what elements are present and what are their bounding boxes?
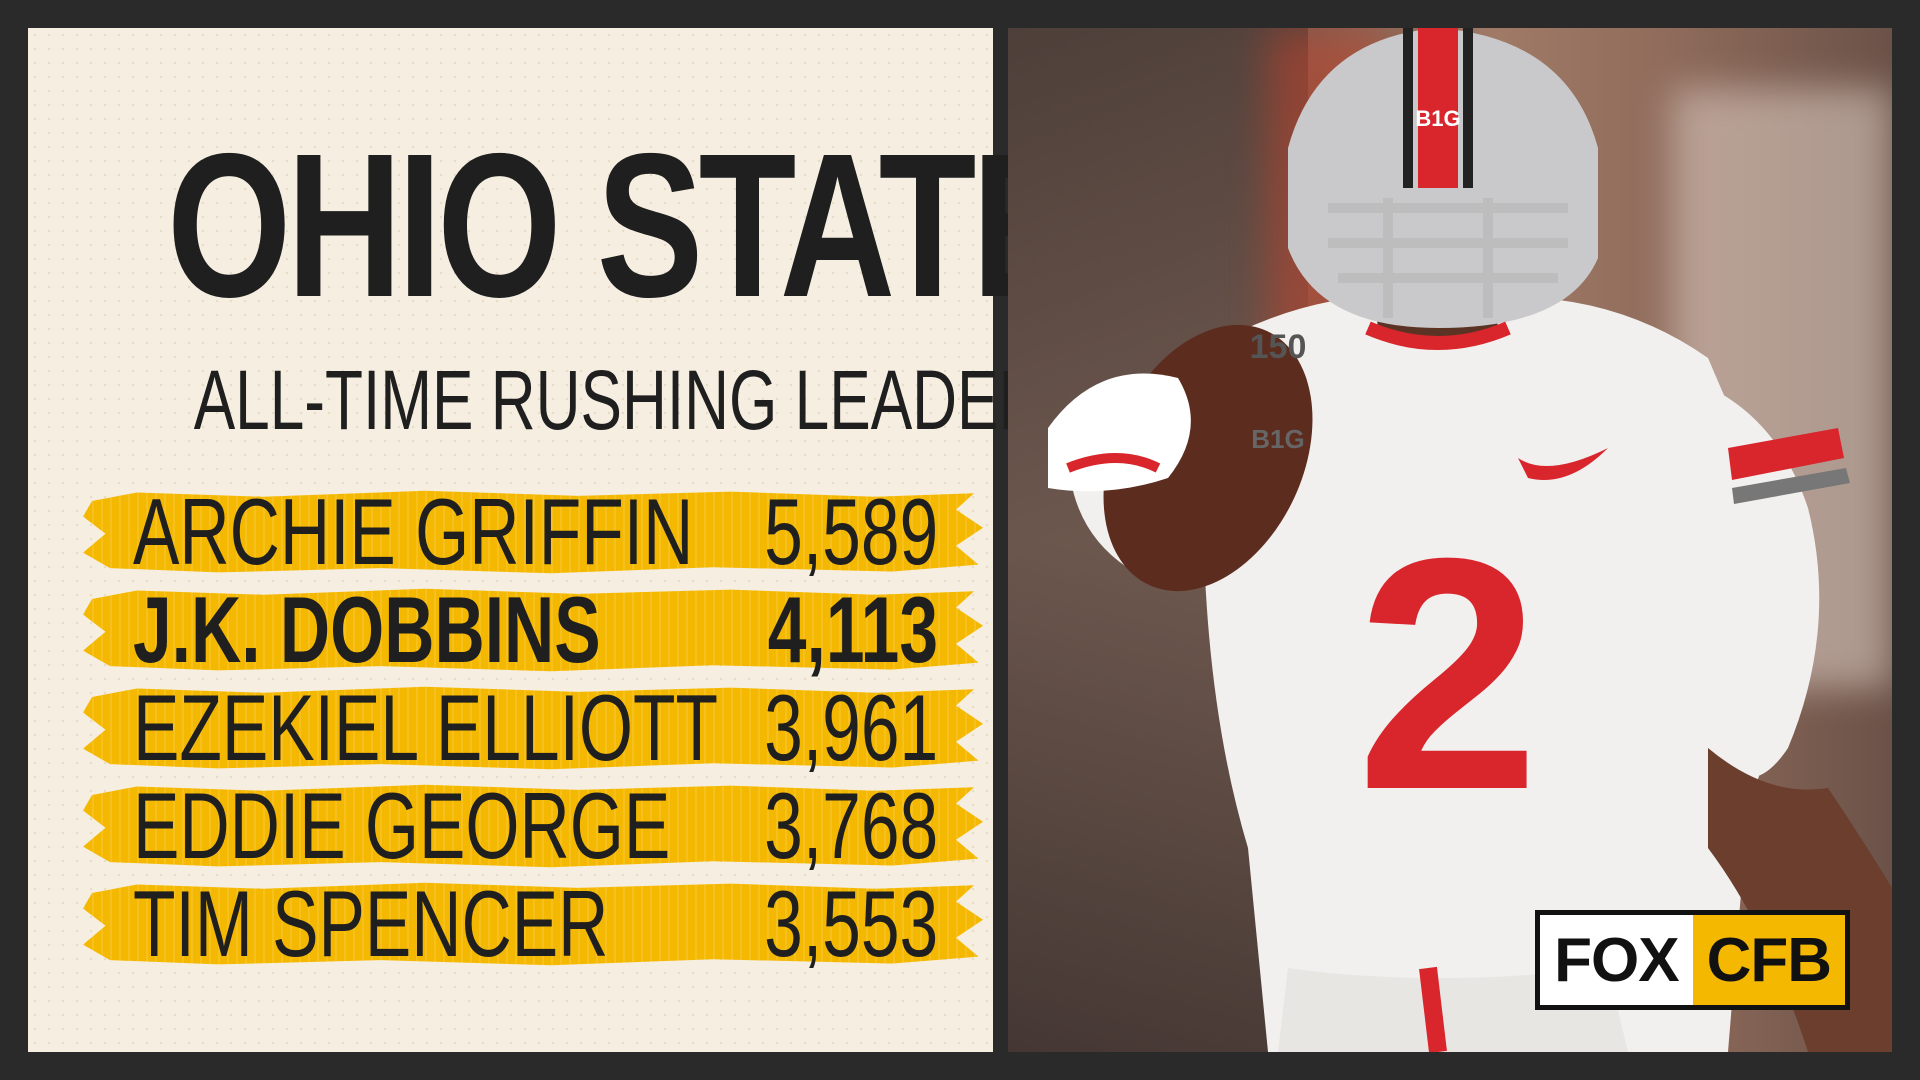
stats-panel: OHIO STATE ALL-TIME RUSHING LEADERS ARCH…: [28, 28, 1085, 1052]
page-subtitle: ALL-TIME RUSHING LEADERS: [193, 353, 1085, 447]
helmet-logo: B1G: [1415, 106, 1460, 131]
brush-highlight: [83, 588, 983, 672]
logo-cfb: CFB: [1692, 915, 1845, 1005]
leader-row-2: J.K. DOBBINS 4,113: [53, 581, 1003, 679]
leader-yards: 3,768: [763, 773, 938, 878]
leader-name: ARCHIE GRIFFIN: [133, 479, 694, 584]
leader-yards: 4,113: [767, 577, 938, 682]
brush-highlight: [83, 490, 983, 574]
leader-yards: 5,589: [763, 479, 938, 584]
leader-name: J.K. DOBBINS: [133, 577, 601, 682]
brush-highlight: [83, 784, 983, 868]
logo-fox: FOX: [1540, 915, 1693, 1005]
leader-name: EDDIE GEORGE: [133, 773, 671, 878]
jersey-patch: 150: [1250, 328, 1307, 366]
player-photo: 2 150 B1G B1G FOX CFB: [1008, 28, 1892, 1052]
leader-yards: 3,553: [763, 871, 938, 976]
leader-row-1: ARCHIE GRIFFIN 5,589: [53, 483, 1003, 581]
brush-highlight: [83, 882, 983, 966]
jersey-number: 2: [1356, 489, 1540, 858]
player-illustration: 2 150 B1G B1G: [1048, 28, 1892, 1052]
brush-highlight: [83, 686, 983, 770]
leader-name: EZEKIEL ELLIOTT: [133, 675, 719, 780]
sleeve-logo: B1G: [1251, 424, 1304, 454]
leader-row-4: EDDIE GEORGE 3,768: [53, 777, 1003, 875]
leader-yards: 3,961: [763, 675, 938, 780]
leader-row-3: EZEKIEL ELLIOTT 3,961: [53, 679, 1003, 777]
fox-cfb-logo: FOX CFB: [1535, 910, 1850, 1010]
leaders-list: ARCHIE GRIFFIN 5,589 J.K. DOBBINS 4,113 …: [53, 483, 1003, 973]
leader-row-5: TIM SPENCER 3,553: [53, 875, 1003, 973]
leader-name: TIM SPENCER: [133, 871, 609, 976]
page-title: OHIO STATE: [167, 111, 1078, 340]
